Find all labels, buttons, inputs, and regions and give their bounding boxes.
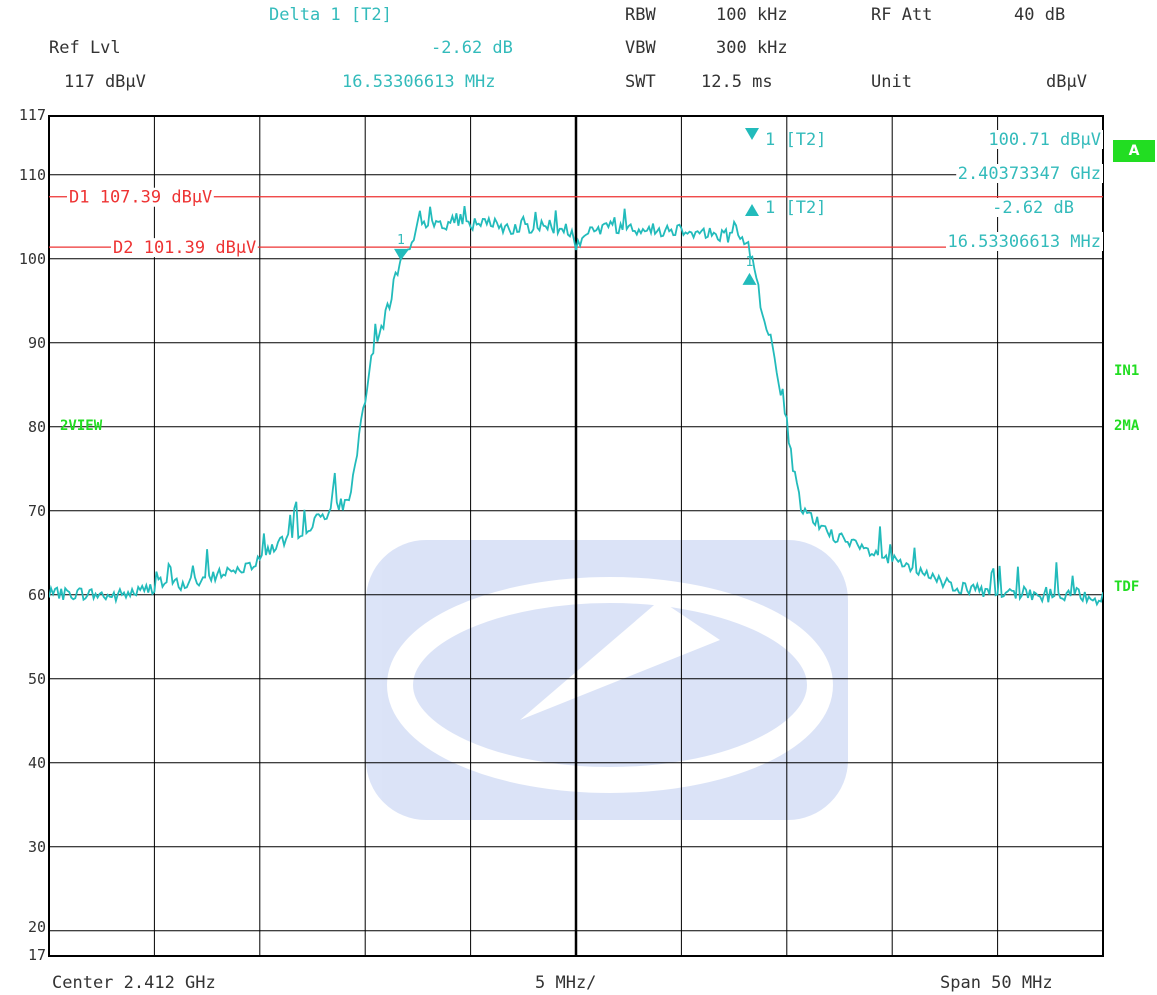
in1-annotation: IN1 <box>1114 363 1140 379</box>
plot-grid <box>49 116 1103 956</box>
y-tick-label: 100 <box>18 249 46 268</box>
marker1-frequency-bg <box>956 164 1103 183</box>
2view-annotation: 2VIEW <box>60 418 103 434</box>
y-tick-label: 40 <box>27 753 46 772</box>
2ma-annotation: 2MA <box>1114 418 1140 434</box>
delta-marker-info-label: 1 [T2] <box>765 198 826 218</box>
y-tick-label: 80 <box>27 417 46 436</box>
unit-value: dBμV <box>1046 72 1087 92</box>
rf-att-label: RF Att <box>871 5 933 25</box>
delta-frequency: 16.53306613 MHz <box>342 72 496 92</box>
frequency-per-division: 5 MHz/ <box>535 973 597 993</box>
ref-lvl-label: Ref Lvl <box>49 38 121 58</box>
delta-marker-legend-icon <box>745 204 759 216</box>
plot-frame <box>48 115 1104 957</box>
watermark-logo <box>366 540 848 820</box>
ref-lvl-value: 117 dBμV <box>64 72 146 92</box>
marker1-info-label: 1 [T2] <box>765 130 826 150</box>
y-tick-label: 20 <box>27 917 46 936</box>
d1-label-bg <box>67 187 214 207</box>
delta-marker-title: Delta 1 [T2] <box>269 5 392 25</box>
rbw-label: RBW <box>625 5 656 25</box>
center-frequency: Center 2.412 GHz <box>52 973 216 993</box>
d2-label: D2 101.39 dBμV <box>113 238 256 258</box>
y-tick-label: 117 <box>18 106 46 124</box>
delta-marker-level-bg <box>990 198 1076 217</box>
marker1-level-bg <box>986 130 1103 149</box>
tdf-annotation: TDF <box>1114 579 1140 595</box>
swt-value: 12.5 ms <box>701 72 773 92</box>
marker1-triangle <box>394 248 409 261</box>
d2-label-bg <box>111 238 258 258</box>
delta-marker-level: -2.62 dB <box>992 198 1074 218</box>
delta-marker-frequency: 16.53306613 MHz <box>947 232 1101 252</box>
spectrum-trace <box>49 205 1103 607</box>
swt-label: SWT <box>625 72 656 92</box>
rbw-value: 100 kHz <box>716 5 788 25</box>
rf-att-value: 40 dB <box>1014 5 1066 25</box>
span: Span 50 MHz <box>940 973 1053 993</box>
vbw-label: VBW <box>625 38 656 58</box>
y-tick-label: 110 <box>18 165 46 184</box>
y-tick-label: 90 <box>27 333 46 352</box>
delta-marker-number: 1 <box>745 255 753 270</box>
delta-value: -2.62 dB <box>431 38 513 58</box>
marker1-frequency: 2.40373347 GHz <box>958 164 1101 184</box>
y-tick-label: 70 <box>27 501 46 520</box>
delta-marker-triangle <box>742 272 757 285</box>
marker1-legend-icon <box>745 128 759 140</box>
y-tick-label: 17 <box>27 946 46 964</box>
unit-label: Unit <box>871 72 912 92</box>
marker1-level: 100.71 dBμV <box>988 130 1101 150</box>
delta-marker-frequency-bg <box>946 232 1103 251</box>
vbw-value: 300 kHz <box>716 38 788 58</box>
trace-a-badge: A <box>1113 140 1155 162</box>
marker1-number: 1 <box>397 233 405 248</box>
d1-label: D1 107.39 dBμV <box>69 188 212 208</box>
y-tick-label: 60 <box>27 585 46 604</box>
y-tick-label: 50 <box>27 669 46 688</box>
y-tick-label: 30 <box>27 837 46 856</box>
